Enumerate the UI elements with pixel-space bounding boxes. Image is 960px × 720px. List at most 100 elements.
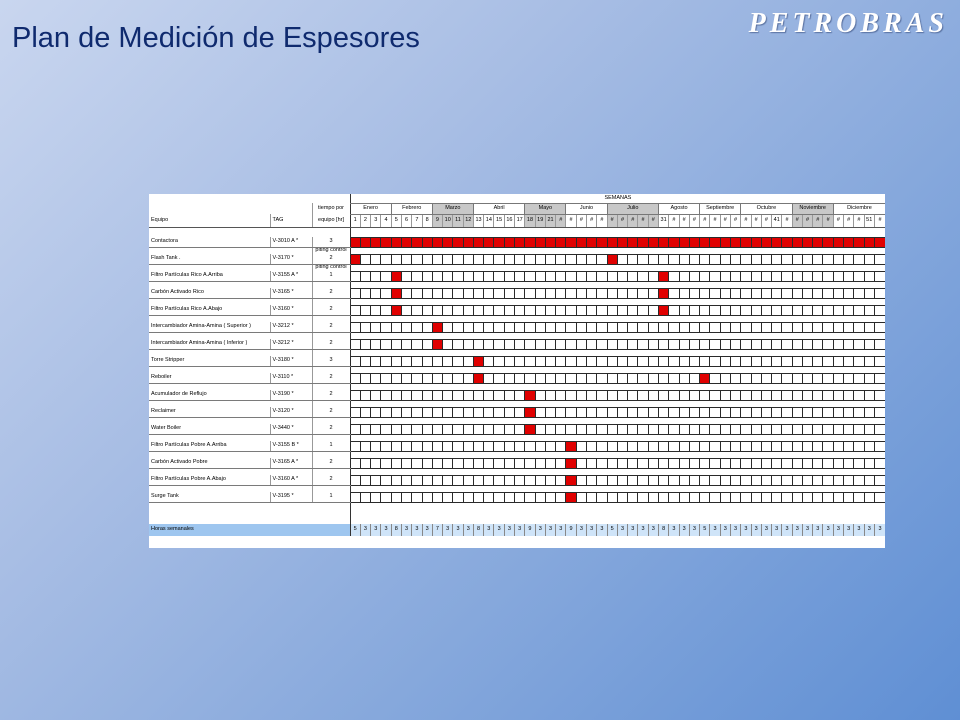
week-cell: [565, 270, 577, 282]
scheduled-week-cell: [709, 236, 721, 248]
week-cell: [442, 406, 454, 418]
header-gap-weeks: [349, 227, 885, 237]
tiempo-header-2: equipo [hr]: [311, 214, 351, 228]
week-cell: [596, 406, 608, 418]
week-cell: [801, 457, 814, 469]
week-cell: [421, 287, 433, 299]
row-gap: [149, 247, 312, 254]
week-cell: [699, 321, 711, 333]
week-cell: [771, 372, 783, 384]
week-cell: [657, 389, 670, 401]
week-cell: [359, 253, 372, 265]
week-cell: [853, 457, 865, 469]
week-cell: [801, 474, 814, 486]
header-gap: [149, 227, 350, 237]
weekly-hours-value: 7: [431, 524, 443, 536]
week-cell: [483, 338, 495, 350]
week-cell: [668, 440, 680, 452]
week-cell: [771, 338, 783, 350]
weekly-hours-value: 3: [493, 524, 505, 536]
week-cell: [534, 355, 546, 367]
scheduled-week-cell: [442, 236, 454, 248]
week-cell: [585, 321, 598, 333]
week-cell: [873, 355, 885, 367]
week-cell: [503, 440, 516, 452]
week-cell: [616, 389, 629, 401]
tag-cell: V-3010 A *: [269, 237, 312, 248]
scheduled-week-cell: [606, 253, 618, 265]
weekly-hours-value: 3: [781, 524, 793, 536]
week-cell: [359, 304, 372, 316]
week-cell: [843, 355, 855, 367]
week-cell: [637, 457, 649, 469]
week-cell: [812, 423, 824, 435]
week-cell: [596, 287, 608, 299]
month-header: Octubre: [740, 203, 793, 215]
week-cell: [873, 304, 885, 316]
scheduled-week-cell: [359, 236, 372, 248]
week-number: #: [812, 214, 823, 228]
week-cell: [791, 423, 803, 435]
week-cell: [688, 270, 701, 282]
week-cell: [555, 270, 567, 282]
week-cell: [709, 457, 721, 469]
week-cell: [873, 474, 885, 486]
week-cell: [719, 389, 731, 401]
week-cell: [709, 321, 721, 333]
equipment-row: Water Boiler V-3440 * 2: [149, 423, 885, 435]
scheduled-week-cell: [411, 236, 423, 248]
week-cell: [822, 321, 834, 333]
week-cell: [740, 474, 752, 486]
week-cell: [750, 389, 762, 401]
week-cell: [740, 321, 752, 333]
scheduled-week-cell: [801, 236, 814, 248]
scheduled-week-cell: [657, 287, 670, 299]
week-cell: [668, 457, 680, 469]
week-cell: [740, 491, 752, 503]
week-number: #: [729, 214, 741, 228]
week-cell: [647, 457, 659, 469]
week-cell: [668, 253, 680, 265]
week-cell: [514, 457, 526, 469]
week-cell: [781, 423, 793, 435]
header-blank-3: [149, 203, 312, 214]
week-cell: [647, 304, 659, 316]
equipo-cell: Carbón Activado Pobre: [149, 458, 270, 469]
equipment-row: Contactora V-3010 A * 3: [149, 236, 885, 248]
scheduled-week-cell: [524, 389, 536, 401]
week-cell: [596, 457, 608, 469]
week-cell: [493, 491, 505, 503]
week-cell: [616, 355, 629, 367]
week-cell: [575, 287, 588, 299]
scheduled-week-cell: [524, 406, 536, 418]
week-cell: [493, 253, 505, 265]
scheduled-week-cell: [524, 423, 536, 435]
week-cell: [678, 287, 690, 299]
week-cell: [853, 338, 865, 350]
week-cell: [483, 270, 495, 282]
week-cell: [760, 304, 773, 316]
week-cell: [359, 321, 372, 333]
week-number: #: [760, 214, 772, 228]
equipment-row: Intercambiador Amina-Amina ( Superior ) V…: [149, 321, 885, 333]
week-cell: [812, 457, 824, 469]
week-cell: [637, 321, 649, 333]
week-cell: [719, 457, 731, 469]
week-cell: [349, 423, 361, 435]
week-cell: [514, 372, 526, 384]
weekly-hours-value: 3: [668, 524, 680, 536]
week-cell: [462, 423, 474, 435]
week-cell: [349, 372, 361, 384]
week-cell: [575, 423, 588, 435]
week-cell: [359, 389, 372, 401]
scheduled-week-cell: [637, 236, 649, 248]
week-number: #: [832, 214, 844, 228]
week-cell: [534, 406, 546, 418]
week-cell: [544, 457, 557, 469]
week-number: #: [688, 214, 700, 228]
week-cell: [575, 474, 588, 486]
row-note: [311, 451, 351, 458]
weekly-hours-value: 8: [472, 524, 484, 536]
week-cell: [647, 423, 659, 435]
week-cell: [812, 287, 824, 299]
